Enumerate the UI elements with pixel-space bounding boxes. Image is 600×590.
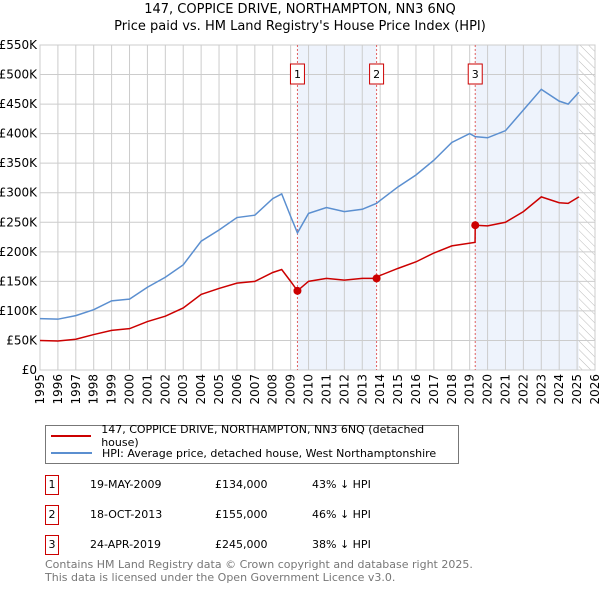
x-tick-label: 2015 xyxy=(391,374,405,405)
y-tick-label: £450K xyxy=(0,97,38,111)
x-tick-label: 2019 xyxy=(463,374,477,405)
x-tick-label: 2021 xyxy=(498,374,512,405)
y-tick-label: £250K xyxy=(0,215,38,229)
plot-border xyxy=(39,44,596,371)
x-tick-label: 2002 xyxy=(158,374,172,405)
x-tick-label: 2025 xyxy=(570,374,584,405)
y-tick-label: £150K xyxy=(0,274,38,288)
legend: 147, COPPICE DRIVE, NORTHAMPTON, NN3 6NQ… xyxy=(45,423,459,464)
sale-number: 3 xyxy=(45,535,59,555)
x-tick-label: 2000 xyxy=(123,374,137,405)
legend-swatch-hpi xyxy=(51,452,92,454)
x-tick-label: 1998 xyxy=(87,374,101,405)
forecast-hatch xyxy=(578,45,595,370)
chart-subtitle: Price paid vs. HM Land Registry's House … xyxy=(114,19,486,34)
sale-label: 2 xyxy=(373,68,380,81)
sale-label: 3 xyxy=(472,68,479,81)
x-tick-label: 2020 xyxy=(481,374,495,405)
legend-label-property: 147, COPPICE DRIVE, NORTHAMPTON, NN3 6NQ… xyxy=(101,423,425,449)
x-tick-label: 2011 xyxy=(319,374,333,405)
sale-hpi-diff: 43% ↓ HPI xyxy=(312,478,371,491)
sale-number: 1 xyxy=(45,475,59,495)
footer: Contains HM Land Registry data © Crown c… xyxy=(45,558,473,584)
x-tick-label: 2026 xyxy=(588,374,600,405)
x-tick-label: 2009 xyxy=(284,374,298,405)
x-tick-label: 2005 xyxy=(212,374,226,405)
sale-point xyxy=(471,221,480,230)
sale-date: 24-APR-2019 xyxy=(90,538,162,551)
y-tick-label: £550K xyxy=(0,38,38,52)
shaded-period xyxy=(297,45,377,370)
sale-point xyxy=(293,286,302,295)
sale-price: £155,000 xyxy=(215,508,268,521)
footer-line-1: Contains HM Land Registry data © Crown c… xyxy=(45,558,473,571)
x-tick-label: 2007 xyxy=(248,374,262,405)
legend-swatch-property xyxy=(51,435,92,437)
series-line xyxy=(39,196,580,342)
y-tick-label: £0 xyxy=(22,363,37,377)
y-tick-label: £300K xyxy=(0,186,38,200)
footer-line-2: This data is licensed under the Open Gov… xyxy=(45,571,396,584)
x-tick-label: 2014 xyxy=(373,374,387,405)
x-tick-label: 1999 xyxy=(105,374,119,405)
sale-label-box xyxy=(289,63,305,85)
sale-price: £245,000 xyxy=(215,538,268,551)
x-tick-label: 2024 xyxy=(552,374,566,405)
sale-label-box xyxy=(467,63,483,85)
y-tick-label: £500K xyxy=(0,68,38,82)
sale-label: 1 xyxy=(294,68,301,81)
chart-title: 147, COPPICE DRIVE, NORTHAMPTON, NN3 6NQ xyxy=(144,2,456,17)
y-tick-label: £200K xyxy=(0,245,38,259)
x-tick-label: 2003 xyxy=(176,374,190,405)
y-tick-label: £350K xyxy=(0,156,38,170)
sale-point xyxy=(372,274,381,283)
y-tick-label: £50K xyxy=(6,333,38,347)
shaded-period xyxy=(475,45,579,370)
x-tick-label: 2006 xyxy=(230,374,244,405)
y-tick-label: £400K xyxy=(0,127,38,141)
x-tick-label: 1996 xyxy=(51,374,65,405)
x-tick-label: 2016 xyxy=(409,374,423,405)
x-tick-label: 2023 xyxy=(534,374,548,405)
sale-date: 18-OCT-2013 xyxy=(90,508,163,521)
series-line xyxy=(39,88,580,320)
y-tick-label: £100K xyxy=(0,304,38,318)
sale-number: 2 xyxy=(45,505,59,525)
sale-date: 19-MAY-2009 xyxy=(90,478,162,491)
x-tick-label: 2012 xyxy=(337,374,351,405)
x-tick-label: 2022 xyxy=(516,374,530,405)
x-tick-label: 2010 xyxy=(302,374,316,405)
sale-label-box xyxy=(369,63,385,85)
x-tick-label: 1997 xyxy=(69,374,83,405)
x-tick-label: 2013 xyxy=(355,374,369,405)
x-tick-label: 2018 xyxy=(445,374,459,405)
x-tick-label: 2004 xyxy=(194,374,208,405)
sale-price: £134,000 xyxy=(215,478,268,491)
x-tick-label: 1995 xyxy=(33,374,47,405)
sale-hpi-diff: 46% ↓ HPI xyxy=(312,508,371,521)
legend-label-hpi: HPI: Average price, detached house, West… xyxy=(102,446,437,460)
sale-hpi-diff: 38% ↓ HPI xyxy=(312,538,371,551)
x-tick-label: 2008 xyxy=(266,374,280,405)
plot-area: 1995 1996 1997 1998 1999 2000 2001 2002 2003 2004… xyxy=(0,38,600,405)
x-tick-label: 2001 xyxy=(140,374,154,405)
x-tick-label: 2017 xyxy=(427,374,441,405)
